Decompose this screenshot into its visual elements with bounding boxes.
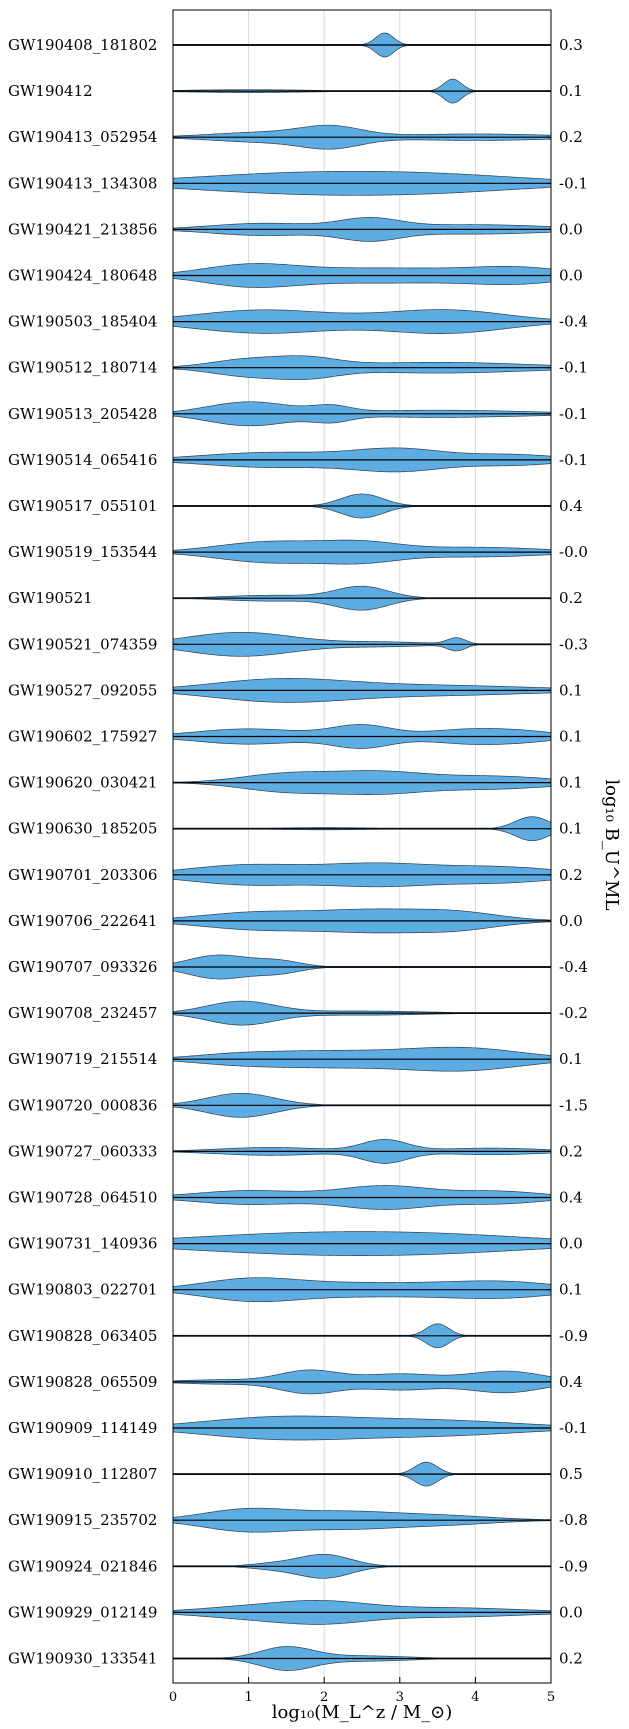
event-label: GW190924_021846 bbox=[8, 1557, 157, 1575]
bayes-factor-label: 0.0 bbox=[559, 912, 583, 930]
event-label: GW190412 bbox=[8, 82, 93, 100]
bayes-factor-label: -0.4 bbox=[559, 958, 588, 976]
plot-frame bbox=[172, 9, 552, 1684]
event-label: GW190915_235702 bbox=[8, 1511, 157, 1529]
event-label: GW190708_232457 bbox=[8, 1004, 157, 1022]
bayes-factor-label: 0.4 bbox=[559, 497, 583, 515]
bayes-factor-label: 0.0 bbox=[559, 1235, 583, 1253]
event-label: GW190701_203306 bbox=[8, 866, 157, 884]
event-label: GW190720_000836 bbox=[8, 1096, 157, 1114]
bayes-factor-label: 0.0 bbox=[559, 220, 583, 238]
bayes-factor-label: 0.1 bbox=[559, 1050, 583, 1068]
event-label: GW190513_205428 bbox=[8, 405, 157, 423]
event-label: GW190929_012149 bbox=[8, 1603, 157, 1621]
event-label: GW190503_185404 bbox=[8, 313, 157, 331]
event-label: GW190421_213856 bbox=[8, 220, 157, 238]
bayes-factor-label: 0.1 bbox=[559, 1281, 583, 1299]
bayes-factor-label: 0.3 bbox=[559, 36, 583, 54]
x-tick-label-4: 4 bbox=[471, 1690, 479, 1705]
bayes-factor-label: 0.1 bbox=[559, 681, 583, 699]
bayes-factor-label: 0.1 bbox=[559, 82, 583, 100]
bayes-factor-label: 0.1 bbox=[559, 774, 583, 792]
event-label: GW190527_092055 bbox=[8, 681, 157, 699]
right-axis-label: log₁₀ B_U^ML bbox=[601, 779, 622, 910]
bayes-factor-label: 0.5 bbox=[559, 1465, 583, 1483]
event-label: GW190828_063405 bbox=[8, 1327, 157, 1345]
event-label: GW190514_065416 bbox=[8, 451, 157, 469]
bayes-factor-label: 0.0 bbox=[559, 1603, 583, 1621]
bayes-factor-label: -0.9 bbox=[559, 1327, 588, 1345]
event-label: GW190413_052954 bbox=[8, 128, 157, 146]
bayes-factor-label: -0.9 bbox=[559, 1557, 588, 1575]
x-tick-label-2: 2 bbox=[320, 1690, 328, 1705]
bayes-factor-label: 0.0 bbox=[559, 267, 583, 285]
bayes-factor-label: -0.1 bbox=[559, 405, 588, 423]
event-label: GW190727_060333 bbox=[8, 1142, 157, 1160]
bayes-factor-label: 0.1 bbox=[559, 820, 583, 838]
event-label: GW190706_222641 bbox=[8, 912, 157, 930]
event-label: GW190424_180648 bbox=[8, 267, 157, 285]
x-tick-label-3: 3 bbox=[396, 1690, 404, 1705]
bayes-factor-label: 0.2 bbox=[559, 1142, 583, 1160]
bayes-factor-label: 0.2 bbox=[559, 589, 583, 607]
x-tick-label-5: 5 bbox=[547, 1690, 555, 1705]
event-label: GW190719_215514 bbox=[8, 1050, 157, 1068]
bayes-factor-label: 0.2 bbox=[559, 1650, 583, 1668]
event-label: GW190408_181802 bbox=[8, 36, 157, 54]
event-label: GW190521_074359 bbox=[8, 635, 157, 653]
bayes-factor-label: -0.3 bbox=[559, 635, 588, 653]
event-label: GW190828_065509 bbox=[8, 1373, 157, 1391]
event-label: GW190517_055101 bbox=[8, 497, 157, 515]
bayes-factor-label: 0.1 bbox=[559, 728, 583, 746]
bayes-factor-label: 0.4 bbox=[559, 1373, 583, 1391]
label-layer: GW190408_181802 0.3 GW190412 0.1 GW190413_05… bbox=[8, 36, 622, 1723]
event-label: GW190413_134308 bbox=[8, 174, 157, 192]
event-label: GW190909_114149 bbox=[8, 1419, 157, 1437]
event-label: GW190630_185205 bbox=[8, 820, 157, 838]
bayes-factor-label: -1.5 bbox=[559, 1096, 588, 1114]
bayes-factor-label: -0.0 bbox=[559, 543, 588, 561]
x-axis-label: log₁₀(M_L^z / M_⊙) bbox=[272, 1702, 453, 1723]
bayes-factor-label: -0.1 bbox=[559, 359, 588, 377]
tick-layer: 0 1 2 3 4 5 bbox=[169, 44, 555, 1705]
event-label: GW190707_093326 bbox=[8, 958, 157, 976]
x-tick-label-1: 1 bbox=[244, 1690, 252, 1705]
bayes-factor-label: 0.4 bbox=[559, 1189, 583, 1207]
event-label: GW190519_153544 bbox=[8, 543, 157, 561]
grid-layer bbox=[248, 10, 476, 1683]
bayes-factor-label: 0.2 bbox=[559, 866, 583, 884]
bayes-factor-label: -0.1 bbox=[559, 1419, 588, 1437]
event-label: GW190803_022701 bbox=[8, 1281, 157, 1299]
event-label: GW190512_180714 bbox=[8, 359, 157, 377]
bayes-factor-label: 0.2 bbox=[559, 128, 583, 146]
bayes-factor-label: -0.4 bbox=[559, 313, 588, 331]
bayes-factor-label: -0.8 bbox=[559, 1511, 588, 1529]
event-label: GW190910_112807 bbox=[8, 1465, 157, 1483]
bayes-factor-label: -0.2 bbox=[559, 1004, 588, 1022]
bayes-factor-label: -0.1 bbox=[559, 174, 588, 192]
event-label: GW190602_175927 bbox=[8, 728, 157, 746]
event-label: GW190930_133541 bbox=[8, 1650, 157, 1668]
event-label: GW190521 bbox=[8, 589, 93, 607]
event-label: GW190731_140936 bbox=[8, 1235, 157, 1253]
event-label: GW190620_030421 bbox=[8, 774, 157, 792]
event-label: GW190728_064510 bbox=[8, 1189, 157, 1207]
bayes-factor-label: -0.1 bbox=[559, 451, 588, 469]
x-tick-label-0: 0 bbox=[169, 1690, 177, 1705]
violin-layer bbox=[172, 32, 552, 1671]
